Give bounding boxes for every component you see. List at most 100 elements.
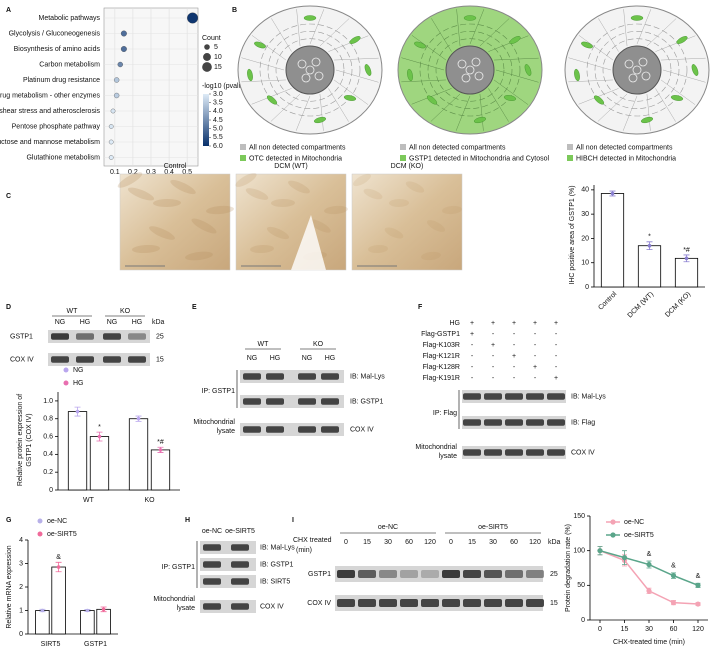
mean-point: [158, 448, 163, 452]
blot-band: [243, 398, 261, 405]
x-tick-label: 0.1: [110, 169, 120, 176]
dot: [110, 108, 116, 114]
condition-sign: +: [533, 364, 537, 371]
legend-label: All non detected compartments: [409, 144, 506, 151]
cytoskeleton: [334, 57, 379, 61]
treatment-label: CHX treated: [293, 537, 332, 544]
y-tick-label: 0.4: [43, 451, 53, 458]
blot-band: [203, 544, 221, 551]
bar: [674, 257, 699, 288]
mitochondrion: [254, 41, 266, 49]
color-bar: [203, 94, 209, 146]
blot-band: [358, 570, 376, 578]
ib-label: IB: GSTP1: [260, 561, 294, 568]
unit-label: kDa: [548, 539, 561, 546]
legend-label: oe-SIRT5: [624, 532, 654, 539]
x-tick-label: 0.4: [164, 169, 174, 176]
legend-label: 3.0: [213, 91, 223, 98]
condition-sign: +: [470, 320, 474, 327]
legend-marker: [63, 380, 69, 386]
blot-band: [421, 599, 439, 607]
cytoskeleton: [251, 88, 292, 105]
y-axis-label: Relative protein expression of: [17, 394, 24, 486]
cytoskeleton: [646, 93, 651, 131]
legend-title: -log10 (pvalue): [202, 83, 249, 90]
tissue-texture: [324, 205, 348, 215]
kda-label: 15: [550, 600, 558, 607]
blot-band: [547, 393, 565, 400]
cytoskeleton: [660, 79, 696, 105]
er: [427, 31, 513, 109]
nucleus: [445, 45, 495, 95]
blot-band: [128, 333, 146, 340]
size-key: [202, 62, 212, 72]
significance: *#: [683, 247, 690, 254]
tissue-texture: [206, 205, 234, 215]
category-label: Metabolic pathways: [39, 15, 101, 22]
legend-swatch: [567, 144, 573, 150]
dot: [120, 30, 127, 37]
y-tick-label: 1.0: [43, 398, 53, 405]
mitochondrion: [640, 116, 654, 124]
category-label: Pentose phosphate pathway: [12, 123, 101, 130]
point: [695, 601, 701, 607]
legend-swatch: [240, 155, 246, 161]
cytoskeleton: [479, 93, 484, 131]
blot-band: [484, 599, 502, 607]
blot-band: [231, 561, 249, 568]
tissue-texture: [245, 188, 269, 200]
dot: [108, 139, 114, 145]
nucleolus: [305, 65, 315, 75]
legend-label: 6.0: [213, 143, 223, 150]
cytoskeleton: [568, 57, 612, 71]
legend-label: GSTP1 detected in Mitochondria and Cytos…: [409, 155, 550, 162]
blot-band: [484, 570, 502, 578]
blot-band: [103, 356, 121, 363]
kda-label: 25: [550, 571, 558, 578]
group-label: oe-SIRT5: [478, 524, 508, 531]
lane-label: 30: [384, 539, 392, 546]
blot-band: [76, 356, 94, 363]
mean-point: [75, 409, 80, 414]
y-tick-label: 2: [19, 584, 23, 591]
nucleolus: [628, 73, 638, 83]
y-tick-label: 20: [581, 235, 589, 242]
blot-band: [463, 570, 481, 578]
ib-label: COX IV: [350, 426, 374, 433]
nucleolus: [311, 57, 321, 67]
condition-sign: -: [513, 375, 516, 382]
cytoskeleton: [335, 69, 379, 83]
mitochondrion: [349, 36, 361, 44]
kda-label: 15: [156, 356, 164, 363]
significance: &: [696, 573, 701, 580]
cytoskeleton: [646, 18, 677, 47]
tissue-texture: [405, 181, 425, 193]
condition-sign: -: [471, 364, 474, 371]
panel-label: F: [418, 304, 423, 311]
significance: &: [647, 551, 652, 558]
point: [621, 555, 628, 561]
cytoskeleton: [597, 93, 628, 122]
blot-band: [298, 373, 316, 380]
mean-point: [684, 256, 689, 261]
legend-swatch: [567, 155, 573, 161]
condition-sign: -: [492, 353, 495, 360]
bar: [600, 193, 625, 288]
nucleolus: [461, 73, 471, 83]
tissue-texture: [149, 226, 175, 240]
lysate-label: lysate: [217, 428, 235, 435]
tissue-texture: [153, 198, 181, 208]
mitochondrion: [463, 15, 477, 21]
condition-sign: +: [512, 353, 516, 360]
y-tick-label: 0.2: [43, 469, 53, 476]
blot-band: [231, 578, 249, 585]
legend-label: 4.5: [213, 117, 223, 124]
x-tick-label: 0.2: [128, 169, 138, 176]
tissue-texture: [442, 205, 462, 215]
significance: *: [98, 424, 101, 431]
blot-band: [266, 398, 284, 405]
blot-band: [463, 449, 481, 456]
point: [646, 561, 652, 568]
lane-label: 0: [449, 539, 453, 546]
cytoskeleton: [251, 35, 287, 61]
